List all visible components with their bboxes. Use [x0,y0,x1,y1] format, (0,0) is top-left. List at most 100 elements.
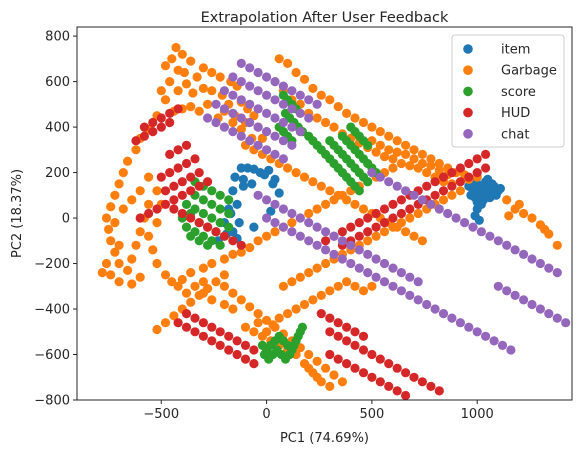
point-garbage [110,247,120,257]
point-chat [337,236,347,246]
point-item [236,163,246,173]
point-garbage [333,190,343,200]
point-chat [388,281,398,291]
point-garbage [409,231,419,241]
point-chat [552,313,562,323]
point-garbage [114,258,124,269]
point-hud [165,149,175,159]
point-hud [186,213,196,223]
point-garbage [127,195,137,205]
point-chat [270,199,280,209]
point-garbage [186,297,196,307]
x-tick-label: −500 [143,407,179,422]
point-hud [240,354,251,364]
point-garbage [388,154,398,164]
point-garbage [240,322,251,332]
point-garbage [417,236,427,246]
point-garbage [299,74,310,84]
point-chat [329,249,339,259]
point-chat [552,268,562,278]
point-garbage [514,199,524,209]
point-garbage [342,195,352,205]
point-hud [346,222,356,232]
point-hud [131,136,141,146]
point-chat [295,108,305,118]
point-chat [388,263,398,273]
point-chat [464,322,474,332]
point-hud [354,231,364,241]
point-chat [354,245,364,255]
point-chat [236,113,246,123]
point-garbage [171,42,181,53]
point-chat [472,327,482,337]
point-garbage [253,318,263,328]
point-chat [405,290,415,300]
point-hud [371,222,381,232]
point-garbage [135,272,145,282]
point-garbage [169,311,179,321]
legend-marker [463,129,473,139]
point-hud [139,131,149,141]
point-garbage [350,199,360,209]
point-chat [321,245,331,255]
point-garbage [283,58,293,68]
point-hud [165,108,175,118]
point-chat [287,208,297,219]
point-hud [337,227,347,237]
series-chat [203,58,571,355]
point-garbage [160,95,171,105]
point-chat [561,318,571,328]
point-score [181,199,192,209]
point-hud [388,199,398,209]
point-garbage [167,277,177,287]
point-item [274,188,284,198]
point-chat [236,58,246,68]
point-garbage [321,363,331,373]
point-hud [354,218,364,228]
point-garbage [160,61,171,71]
point-garbage [299,172,310,182]
y-tick-label: 0 [62,212,70,227]
point-hud [422,181,432,191]
point-hud [333,354,343,364]
point-garbage [152,258,162,269]
point-garbage [219,254,229,264]
point-hud [472,154,482,164]
point-hud [379,204,390,214]
point-garbage [207,86,217,96]
point-hud [401,368,411,378]
point-chat [270,218,280,228]
point-chat [493,281,503,291]
point-score [363,140,373,150]
point-chat [270,131,280,141]
point-hud [342,336,352,346]
point-hud [181,309,192,319]
point-hud [481,149,491,159]
point-hud [186,186,196,196]
point-chat [443,208,453,219]
point-score [215,190,225,200]
point-hud [156,172,166,182]
point-garbage [329,122,339,132]
point-garbage [375,140,385,150]
point-hud [464,158,474,169]
point-chat [371,272,381,282]
point-garbage [371,231,381,241]
point-garbage [308,177,318,187]
point-chat [379,258,390,269]
legend-item-hud: HUD [463,106,530,121]
point-garbage [198,277,208,287]
point-garbage [262,315,272,325]
point-hud [464,172,474,182]
point-garbage [540,224,550,234]
point-hud [455,163,465,173]
point-chat [228,127,238,137]
point-hud [447,168,457,178]
legend-label: item [501,43,530,58]
legend-marker [463,44,473,54]
point-garbage [312,263,322,273]
point-garbage [144,172,154,182]
point-hud [169,195,179,205]
point-garbage [329,370,339,380]
point-garbage [236,247,246,257]
